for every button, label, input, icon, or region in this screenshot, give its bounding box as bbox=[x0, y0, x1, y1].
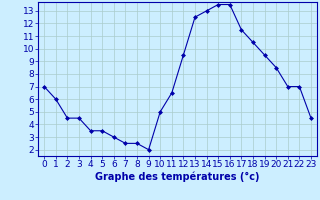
X-axis label: Graphe des températures (°c): Graphe des températures (°c) bbox=[95, 172, 260, 182]
